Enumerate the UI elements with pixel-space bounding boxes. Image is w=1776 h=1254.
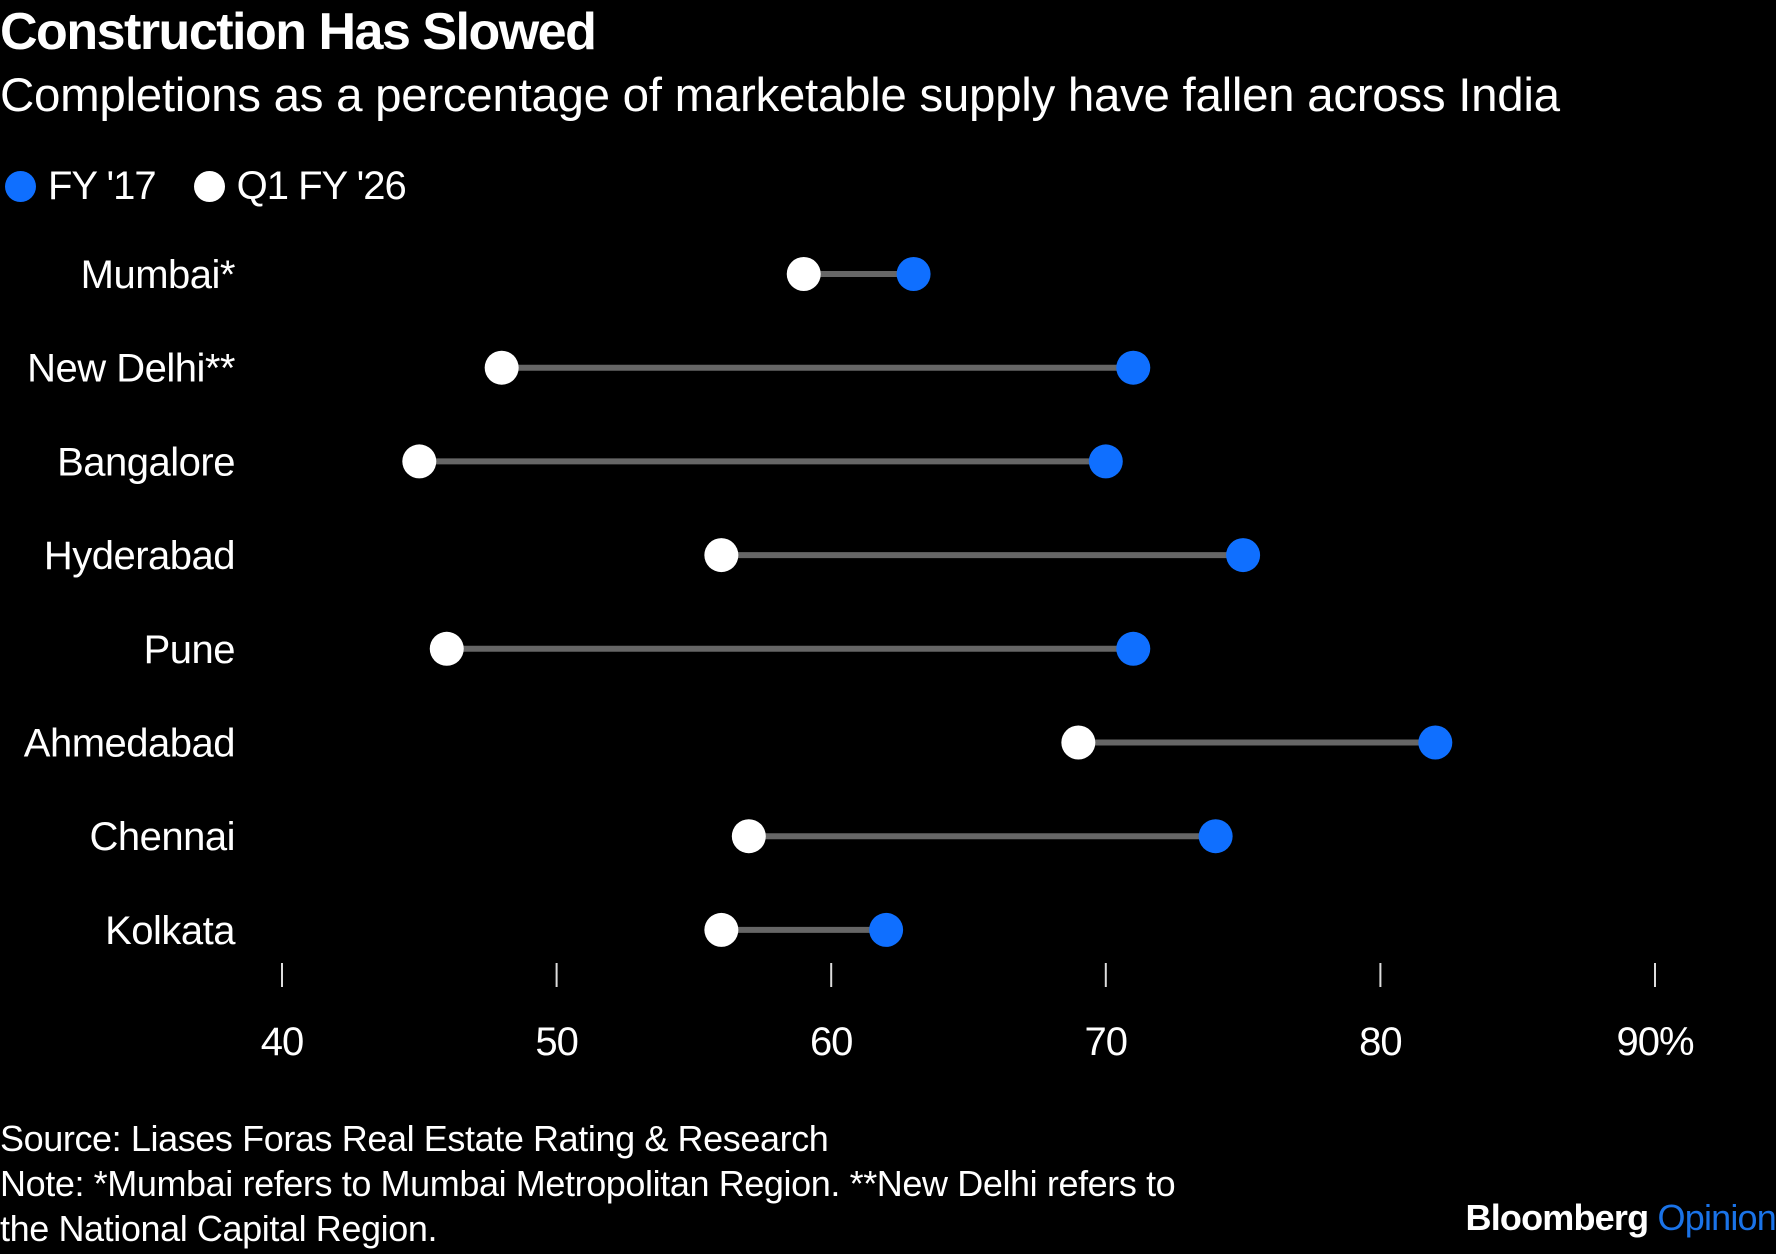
point-q1fy26 <box>704 538 739 573</box>
category-label: Mumbai* <box>81 253 235 297</box>
x-tick-label: 70 <box>1085 1020 1128 1064</box>
legend-label-q1fy26: Q1 FY '26 <box>236 163 407 208</box>
point-q1fy26 <box>731 819 766 854</box>
table-row: Pune <box>144 628 1151 672</box>
x-tick-label: 90% <box>1616 1020 1693 1064</box>
category-label: Pune <box>144 628 235 672</box>
table-row: Chennai <box>89 815 1233 859</box>
point-fy17 <box>1198 819 1233 854</box>
point-q1fy26 <box>786 257 821 291</box>
category-label: Kolkata <box>105 909 236 953</box>
brand-logo: Bloomberg Opinion <box>1466 1197 1776 1239</box>
note-text-line2: the National Capital Region. <box>0 1208 438 1249</box>
point-q1fy26 <box>484 350 519 385</box>
x-tick-label: 50 <box>535 1020 578 1064</box>
category-label: Chennai <box>89 815 235 859</box>
point-q1fy26 <box>429 631 464 666</box>
point-q1fy26 <box>402 444 437 479</box>
point-fy17 <box>1088 444 1123 479</box>
point-fy17 <box>896 257 931 291</box>
point-fy17 <box>1116 631 1151 666</box>
point-fy17 <box>1226 538 1261 573</box>
x-axis: 40 50 60 70 80 90% <box>261 963 1695 1064</box>
source-text: Source: Liases Foras Real Estate Rating … <box>0 1118 829 1159</box>
table-row: Kolkata <box>105 909 904 953</box>
point-q1fy26 <box>1061 725 1096 760</box>
legend-item-fy17: FY '17 <box>5 163 157 209</box>
chart-title: Construction Has Slowed <box>0 3 597 61</box>
category-label: Hyderabad <box>44 534 235 578</box>
table-row: Ahmedabad <box>24 722 1453 766</box>
x-tick-label: 60 <box>810 1020 853 1064</box>
point-fy17 <box>869 912 904 947</box>
brand-name: Bloomberg <box>1465 1197 1650 1238</box>
table-row: Hyderabad <box>44 534 1261 578</box>
table-row: New Delhi** <box>27 347 1151 391</box>
footer: Source: Liases Foras Real Estate Rating … <box>0 1116 1176 1251</box>
note-text-line1: Note: *Mumbai refers to Mumbai Metropoli… <box>0 1163 1176 1204</box>
chart-rows: Mumbai* New Delhi** Bangalore Hyderabad Pune… <box>24 253 1453 953</box>
table-row: Bangalore <box>57 440 1123 484</box>
point-fy17 <box>1116 350 1151 385</box>
legend-item-q1fy26: Q1 FY '26 <box>193 163 407 209</box>
legend: FY '17 Q1 FY '26 <box>5 164 444 208</box>
point-q1fy26 <box>704 912 739 947</box>
brand-section: Opinion <box>1657 1197 1776 1238</box>
point-fy17 <box>1418 725 1453 760</box>
legend-label-fy17: FY '17 <box>48 163 157 208</box>
x-tick-label: 40 <box>261 1020 304 1064</box>
category-label: New Delhi** <box>27 347 235 391</box>
table-row: Mumbai* <box>81 253 931 297</box>
category-label: Bangalore <box>57 440 235 484</box>
chart-subtitle: Completions as a percentage of marketabl… <box>0 69 1560 122</box>
category-label: Ahmedabad <box>24 722 235 766</box>
legend-swatch-fy17 <box>5 170 36 202</box>
legend-swatch-q1fy26 <box>193 170 225 202</box>
x-tick-label: 80 <box>1359 1020 1402 1064</box>
